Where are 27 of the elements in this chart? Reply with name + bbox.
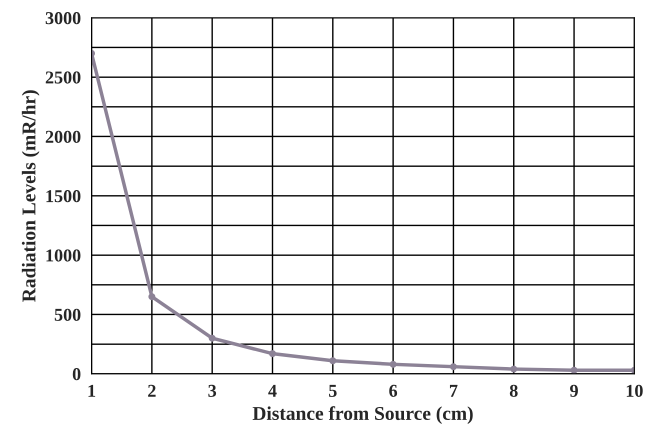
y-tick-label: 1500 <box>46 190 80 202</box>
point <box>390 360 397 368</box>
x-tick-label: 7 <box>450 384 458 397</box>
point <box>450 363 457 370</box>
y-tick-label: 1000 <box>46 249 80 262</box>
point <box>208 334 216 342</box>
y-tick-label: 500 <box>54 308 80 321</box>
y-tick-label: 3000 <box>46 12 80 24</box>
y-tick-label: 2500 <box>46 71 80 84</box>
y-axis-title: Radiation Levels (mR/hr) <box>22 90 40 302</box>
x-tick-label: 10 <box>626 384 643 397</box>
x-tick-label: 8 <box>510 384 518 397</box>
x-tick-label: 3 <box>208 384 216 397</box>
x-tick-label: 1 <box>88 384 96 397</box>
point <box>148 293 156 300</box>
x-tick-label: 4 <box>268 384 277 397</box>
point <box>510 366 518 373</box>
y-tick-label: 2000 <box>46 130 80 143</box>
x-tick-label: 5 <box>329 384 337 397</box>
point <box>269 350 276 358</box>
point <box>329 357 336 364</box>
point <box>570 366 578 374</box>
x-axis-title: Distance from Source (cm) <box>252 406 473 424</box>
x-tick-label: 2 <box>148 384 156 397</box>
x-tick-label: 9 <box>570 384 578 397</box>
x-tick-label: 6 <box>389 384 398 397</box>
y-tick-label: 0 <box>72 368 80 380</box>
